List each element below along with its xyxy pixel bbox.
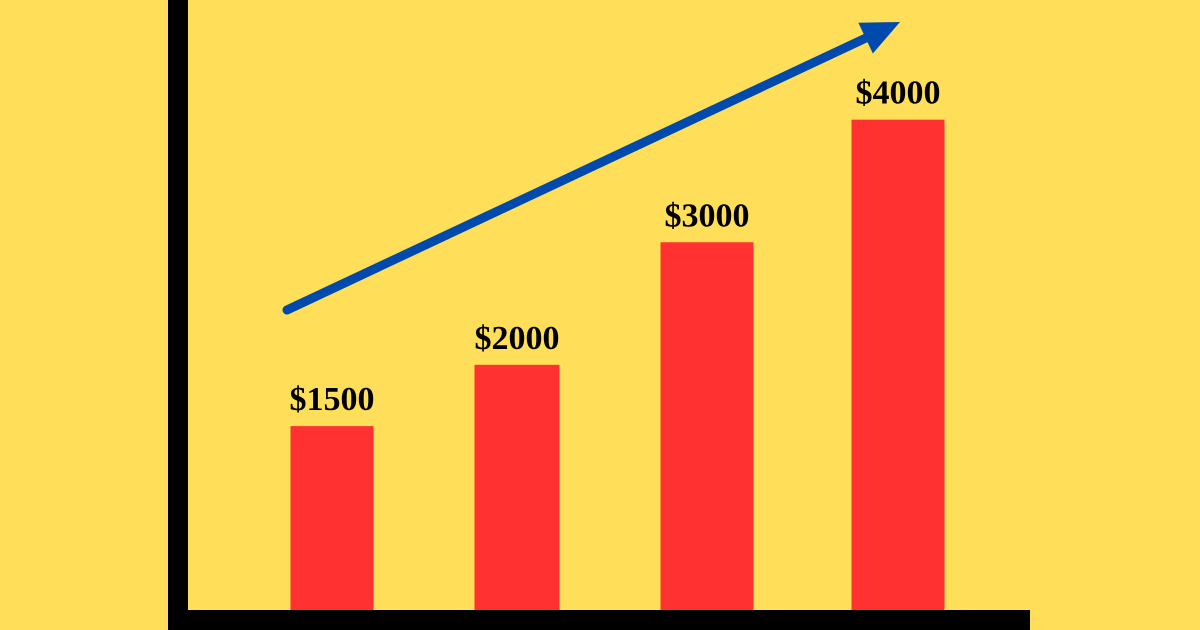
bar-2 [474,364,560,610]
bar-1 [290,426,374,610]
y-axis [168,0,188,630]
data-label-4: $4000 [856,75,941,112]
data-label-3: $3000 [665,197,750,234]
data-label-1: $1500 [290,381,375,418]
bars-layer [290,119,945,611]
bar-3 [660,242,754,611]
x-axis [168,610,1030,630]
data-label-2: $2000 [475,320,560,357]
bar-4 [851,119,945,610]
data-labels-layer: $1500 $2000 $3000 $4000 [290,75,941,418]
trend-arrow [282,31,874,315]
trend-arrow-head [858,22,900,54]
